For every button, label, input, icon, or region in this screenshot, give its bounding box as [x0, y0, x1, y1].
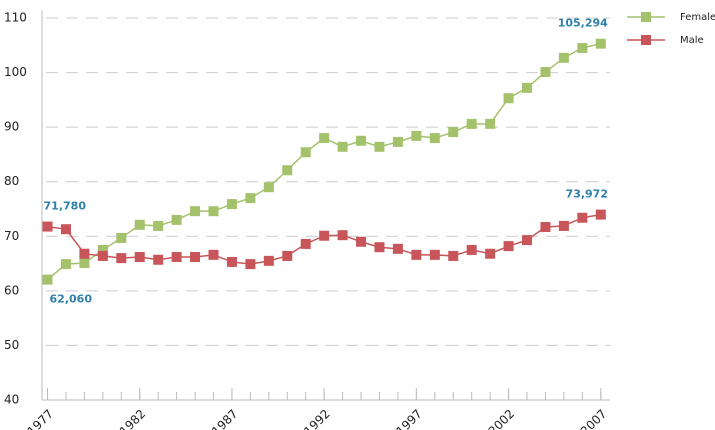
x-tick-label: 2002: [486, 407, 517, 430]
marker: [42, 274, 53, 285]
marker: [503, 93, 514, 104]
y-tick-label: 60: [4, 283, 19, 297]
marker: [134, 219, 145, 230]
marker: [282, 250, 293, 261]
y-tick-label: 100: [4, 65, 27, 79]
marker: [577, 212, 588, 223]
legend-label: Male: [680, 35, 704, 46]
marker: [300, 238, 311, 249]
marker: [153, 220, 164, 231]
marker: [411, 130, 422, 141]
marker: [558, 220, 569, 231]
legend-marker: [641, 35, 651, 45]
marker: [466, 244, 477, 255]
marker: [319, 230, 330, 241]
marker: [134, 252, 145, 263]
marker: [60, 259, 71, 270]
marker: [190, 252, 201, 263]
marker: [208, 249, 219, 260]
marker: [337, 141, 348, 152]
marker: [79, 258, 90, 269]
marker: [374, 242, 385, 253]
marker: [522, 235, 533, 246]
marker: [577, 43, 588, 54]
marker: [171, 252, 182, 263]
x-tick-label: 1982: [117, 407, 148, 430]
x-tick-label: 2007: [578, 407, 609, 430]
x-tick-label: 1987: [209, 407, 240, 430]
marker: [97, 244, 108, 255]
marker: [540, 222, 551, 233]
value-label: 105,294: [558, 17, 608, 30]
marker: [356, 236, 367, 247]
marker: [116, 232, 127, 243]
marker: [60, 224, 71, 235]
marker: [558, 52, 569, 63]
marker: [97, 250, 108, 261]
marker: [374, 141, 385, 152]
marker: [226, 199, 237, 210]
x-tick-label: 1997: [393, 407, 424, 430]
y-tick-label: 90: [4, 120, 19, 134]
marker: [226, 256, 237, 267]
marker: [485, 118, 496, 129]
y-tick-label: 70: [4, 229, 19, 243]
y-tick-label: 40: [4, 393, 19, 407]
marker: [282, 165, 293, 176]
marker: [153, 254, 164, 265]
marker: [208, 206, 219, 217]
marker: [485, 248, 496, 259]
marker: [263, 182, 274, 193]
value-label: 71,780: [44, 200, 87, 213]
series-line: [47, 42, 601, 281]
marker: [337, 230, 348, 241]
marker: [429, 249, 440, 260]
marker: [263, 255, 274, 266]
marker: [595, 38, 606, 49]
marker: [503, 241, 514, 252]
x-tick-label: 1992: [301, 407, 332, 430]
legend-label: Female: [680, 12, 715, 23]
marker: [448, 250, 459, 261]
marker: [522, 82, 533, 93]
marker: [411, 249, 422, 260]
y-tick-label: 50: [4, 338, 19, 352]
marker: [595, 209, 606, 220]
marker: [42, 221, 53, 232]
marker: [79, 248, 90, 259]
value-label: 62,060: [50, 293, 93, 306]
y-tick-label: 110: [4, 11, 27, 25]
marker: [392, 136, 403, 147]
marker: [319, 133, 330, 144]
marker: [116, 253, 127, 264]
marker: [356, 135, 367, 146]
marker: [448, 127, 459, 138]
value-label: 73,972: [566, 188, 608, 201]
x-tick-label: 1977: [25, 407, 56, 430]
y-tick-label: 80: [4, 174, 19, 188]
marker: [466, 118, 477, 129]
marker: [429, 133, 440, 144]
marker: [392, 243, 403, 254]
marker: [190, 206, 201, 217]
marker: [171, 214, 182, 225]
marker: [245, 259, 256, 270]
marker: [300, 147, 311, 158]
marker: [245, 193, 256, 204]
marker: [540, 67, 551, 78]
legend-marker: [641, 12, 651, 22]
